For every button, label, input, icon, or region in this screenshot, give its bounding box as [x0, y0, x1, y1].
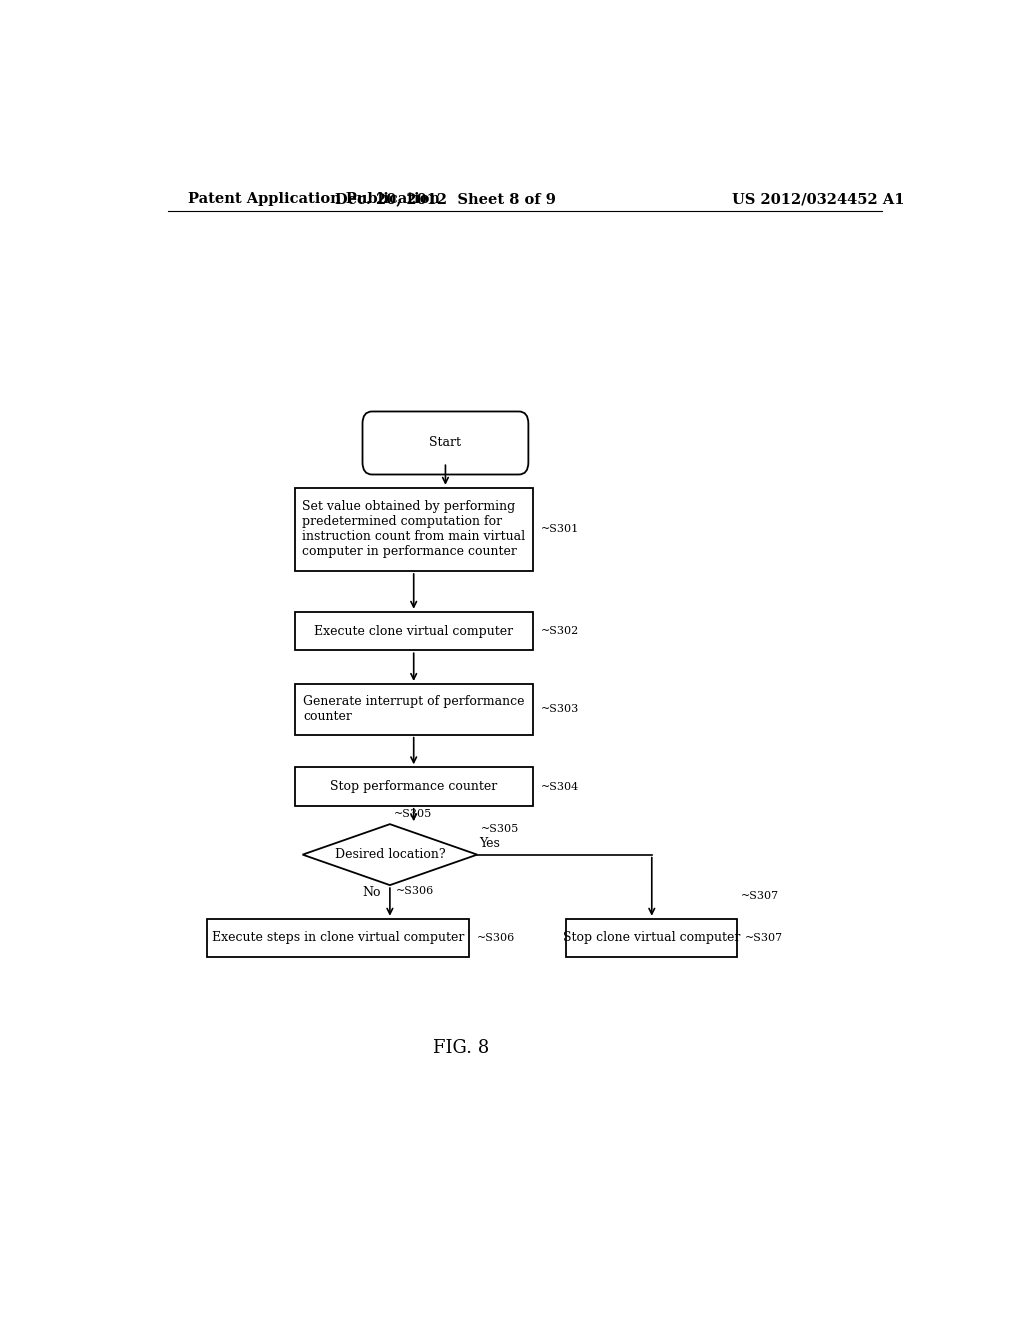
Text: Patent Application Publication: Patent Application Publication — [187, 191, 439, 206]
Text: Yes: Yes — [479, 837, 500, 850]
Text: ~S305: ~S305 — [481, 824, 519, 834]
Polygon shape — [303, 824, 477, 886]
Text: ~S306: ~S306 — [477, 933, 515, 942]
Text: ~S307: ~S307 — [741, 891, 779, 902]
Text: ~S301: ~S301 — [541, 524, 579, 535]
Text: Stop clone virtual computer: Stop clone virtual computer — [563, 932, 740, 945]
Text: ~S307: ~S307 — [745, 933, 783, 942]
Text: Stop performance counter: Stop performance counter — [330, 780, 498, 793]
Bar — [295, 487, 532, 572]
Text: Generate interrupt of performance
counter: Generate interrupt of performance counte… — [303, 696, 524, 723]
Text: ~S303: ~S303 — [541, 705, 579, 714]
Bar — [295, 684, 532, 735]
Text: ~S306: ~S306 — [396, 886, 434, 896]
Text: US 2012/0324452 A1: US 2012/0324452 A1 — [732, 191, 904, 206]
Text: Desired location?: Desired location? — [335, 849, 445, 861]
Text: Start: Start — [429, 437, 462, 450]
Text: Execute clone virtual computer: Execute clone virtual computer — [314, 624, 513, 638]
Text: FIG. 8: FIG. 8 — [433, 1039, 489, 1057]
FancyBboxPatch shape — [362, 412, 528, 474]
Bar — [295, 767, 532, 805]
Text: Execute steps in clone virtual computer: Execute steps in clone virtual computer — [212, 932, 465, 945]
Text: Set value obtained by performing
predetermined computation for
instruction count: Set value obtained by performing predete… — [302, 500, 525, 558]
Text: ~S305: ~S305 — [394, 809, 432, 818]
Bar — [207, 919, 469, 957]
Text: No: No — [362, 886, 381, 899]
Bar — [295, 611, 532, 651]
Text: ~S304: ~S304 — [541, 781, 579, 792]
Text: Dec. 20, 2012  Sheet 8 of 9: Dec. 20, 2012 Sheet 8 of 9 — [335, 191, 556, 206]
Bar — [566, 919, 737, 957]
Text: ~S302: ~S302 — [541, 626, 579, 636]
